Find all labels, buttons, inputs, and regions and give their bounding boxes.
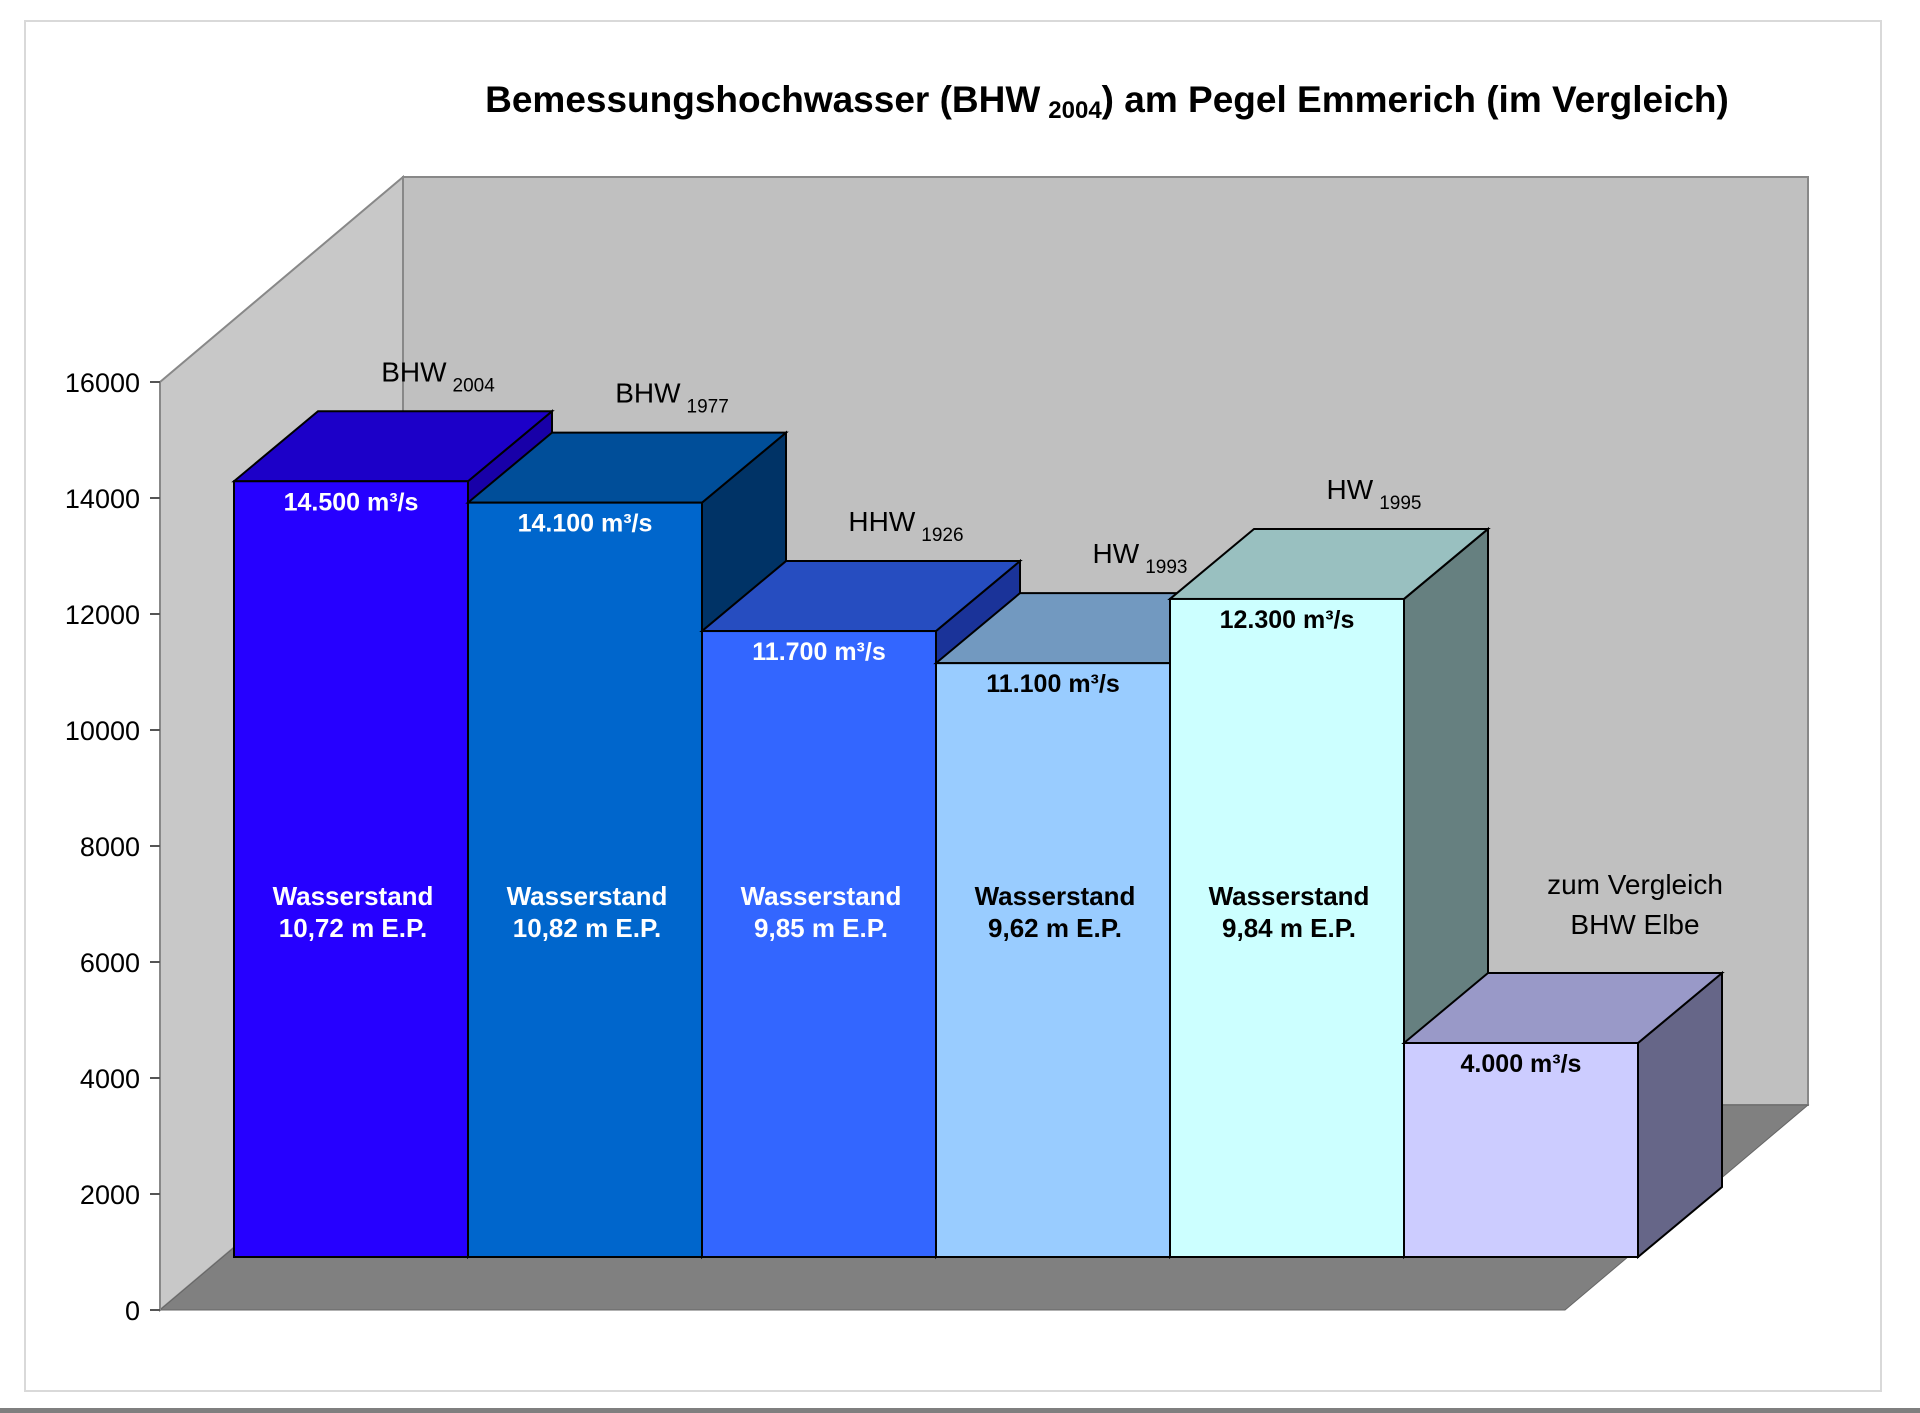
value-label-4: 12.300 m³/s xyxy=(1220,606,1355,634)
water-level-label-2: Wasserstand xyxy=(741,881,902,911)
y-tick-label-5: 10000 xyxy=(65,716,140,746)
series-label-0: BHW 2004 xyxy=(381,356,495,396)
bar-4 xyxy=(1167,526,1491,1260)
water-level-value-0: 10,72 m E.P. xyxy=(279,913,427,943)
water-level-label-4: Wasserstand xyxy=(1209,881,1370,911)
water-level-value-4: 9,84 m E.P. xyxy=(1222,913,1356,943)
series-label-1: BHW 1977 xyxy=(615,378,729,418)
y-tick-label-2: 4000 xyxy=(80,1064,140,1094)
water-level-label-1: Wasserstand xyxy=(507,881,668,911)
water-level-value-1: 10,82 m E.P. xyxy=(513,913,661,943)
y-tick-label-8: 16000 xyxy=(65,368,140,398)
water-level-label-0: Wasserstand xyxy=(273,881,434,911)
chart-title-rest: ) am Pegel Emmerich (im Vergleich) xyxy=(1102,79,1729,120)
value-label-5: 4.000 m³/s xyxy=(1461,1050,1582,1078)
series-label-3: HW 1993 xyxy=(1093,538,1188,578)
chart-title-sub: 2004 xyxy=(1048,97,1102,124)
water-level-value-2: 9,85 m E.P. xyxy=(754,913,888,943)
y-tick-label-4: 8000 xyxy=(80,832,140,862)
value-label-1: 14.100 m³/s xyxy=(518,510,653,538)
value-label-2: 11.700 m³/s xyxy=(752,638,885,666)
y-axis: 0 2000 4000 6000 8000 10000 12000 14000 16000 xyxy=(65,368,161,1326)
bars xyxy=(231,409,1725,1260)
chart-title-main: Bemessungshochwasser (BHW xyxy=(485,79,1040,120)
bar-front-0 xyxy=(233,480,469,1258)
chart-title: Bemessungshochwasser (BHW 2004) am Pegel … xyxy=(485,79,1729,124)
y-tick-label-6: 12000 xyxy=(65,600,140,630)
series-label-2: HHW 1926 xyxy=(848,506,963,546)
comparison-note-line-1: zum Vergleich xyxy=(1547,869,1723,900)
y-tick-label-7: 14000 xyxy=(65,484,140,514)
series-label-4: HW 1995 xyxy=(1327,474,1422,514)
bar-front-2 xyxy=(701,630,937,1258)
water-level-value-3: 9,62 m E.P. xyxy=(988,913,1122,943)
bottom-border xyxy=(0,1408,1920,1413)
y-tick-label-1: 2000 xyxy=(80,1180,140,1210)
value-label-0: 14.500 m³/s xyxy=(284,488,419,516)
y-tick-label-0: 0 xyxy=(125,1296,140,1326)
bar-front-5 xyxy=(1403,1042,1639,1258)
value-label-3: 11.100 m³/s xyxy=(986,670,1119,698)
bar-front-4 xyxy=(1169,597,1405,1258)
bar-front-3 xyxy=(935,662,1171,1258)
y-tick-label-3: 6000 xyxy=(80,948,140,978)
bar-5 xyxy=(1401,970,1725,1260)
bar-front-1 xyxy=(467,501,703,1258)
water-level-label-3: Wasserstand xyxy=(975,881,1136,911)
comparison-note-line-2: BHW Elbe xyxy=(1570,909,1699,940)
